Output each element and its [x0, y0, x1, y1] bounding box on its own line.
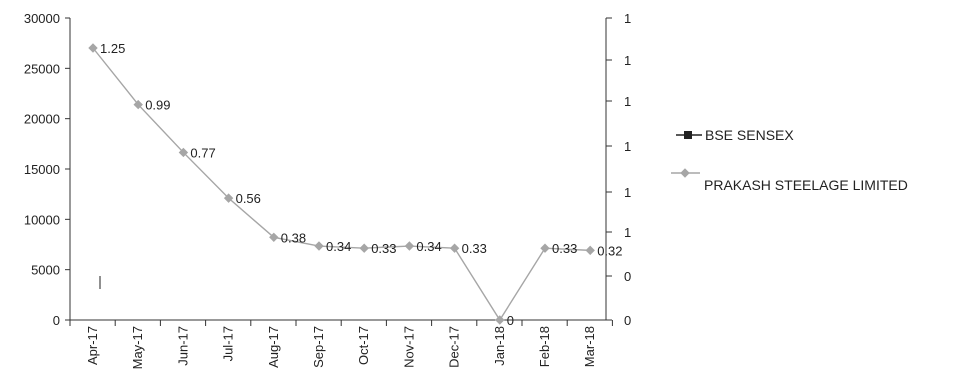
prakash-data-point — [133, 99, 143, 110]
prakash-data-point — [314, 241, 324, 251]
prakash-data-label: 0.34 — [416, 239, 441, 254]
right-tick-label: 0 — [624, 313, 631, 328]
x-tick-label: Jun-17 — [175, 326, 190, 366]
prakash-data-point — [585, 245, 595, 256]
x-tick-label: Jan-18 — [492, 326, 507, 366]
right-tick-label: 1 — [624, 225, 631, 240]
legend-label-bse-sensex: BSE SENSEX — [705, 127, 794, 143]
legend-label-prakash: PRAKASH STEELAGE LIMITED — [704, 177, 908, 193]
legend: BSE SENSEX PRAKASH STEELAGE LIMITED — [671, 127, 908, 193]
prakash-data-label: 0.38 — [281, 230, 306, 245]
prakash-data-point — [359, 243, 369, 253]
prakash-data-label: 0.77 — [190, 145, 215, 160]
x-tick-label: Nov-17 — [401, 326, 416, 368]
x-tick-label: Oct-17 — [356, 326, 371, 365]
prakash-data-point — [223, 193, 234, 203]
prakash-data-label: 0.33 — [462, 241, 487, 256]
prakash-data-point — [540, 243, 550, 253]
prakash-data-point — [178, 147, 189, 158]
right-tick-label: 1 — [624, 94, 631, 109]
prakash-series-line — [92, 47, 591, 322]
prakash-data-label: 0.32 — [597, 243, 622, 258]
prakash-data-point — [88, 43, 98, 53]
prakash-data-label: 0 — [507, 313, 514, 328]
right-axis-ticks: 0 0 1 1 1 1 1 1 — [606, 11, 631, 328]
series-layer: 1.25 0.99 0.77 0.56 0.38 0.34 0.33 0.34 0.33 0 0.3… — [88, 41, 623, 328]
left-axis-ticks: 0 5000 10000 15000 20000 25000 30000 — [24, 11, 70, 328]
x-tick-label: Aug-17 — [266, 326, 281, 368]
prakash-data-label: 0.34 — [326, 239, 351, 254]
x-tick-label: Jul-17 — [221, 326, 236, 361]
prakash-data-label: 1.25 — [100, 41, 125, 56]
prakash-data-label: 0.33 — [552, 241, 577, 256]
x-axis-ticks: Apr-17 May-17 Jun-17 Jul-17 Aug-17 Sep-17 Oct-… — [69, 320, 613, 369]
prakash-data-point — [495, 315, 505, 325]
right-tick-label: 1 — [624, 53, 631, 68]
prakash-data-label: 0.33 — [371, 241, 396, 256]
right-tick-label: 1 — [624, 11, 631, 26]
prakash-data-point — [269, 232, 279, 243]
prakash-data-point — [449, 243, 460, 253]
x-tick-label: May-17 — [130, 326, 145, 369]
left-tick-label: 0 — [53, 313, 60, 328]
legend-marker-prakash — [680, 168, 690, 178]
prakash-data-point — [404, 241, 415, 251]
right-tick-label: 1 — [624, 185, 631, 200]
left-tick-label: 15000 — [24, 162, 60, 177]
left-tick-label: 20000 — [24, 112, 60, 127]
legend-marker-bse-sensex — [684, 131, 692, 139]
x-tick-label: Sep-17 — [311, 326, 326, 368]
left-tick-label: 30000 — [24, 11, 60, 26]
left-tick-label: 5000 — [31, 263, 60, 278]
x-tick-label: Mar-18 — [582, 326, 597, 367]
x-tick-label: Apr-17 — [85, 326, 100, 365]
left-tick-label: 10000 — [24, 212, 60, 227]
prakash-data-label: 0.99 — [145, 98, 170, 113]
right-tick-label: 0 — [624, 269, 631, 284]
right-tick-label: 1 — [624, 139, 631, 154]
x-tick-label: Feb-18 — [537, 326, 552, 367]
left-tick-label: 25000 — [24, 61, 60, 76]
prakash-data-label: 0.56 — [236, 191, 261, 206]
x-tick-label: Dec-17 — [447, 326, 462, 368]
